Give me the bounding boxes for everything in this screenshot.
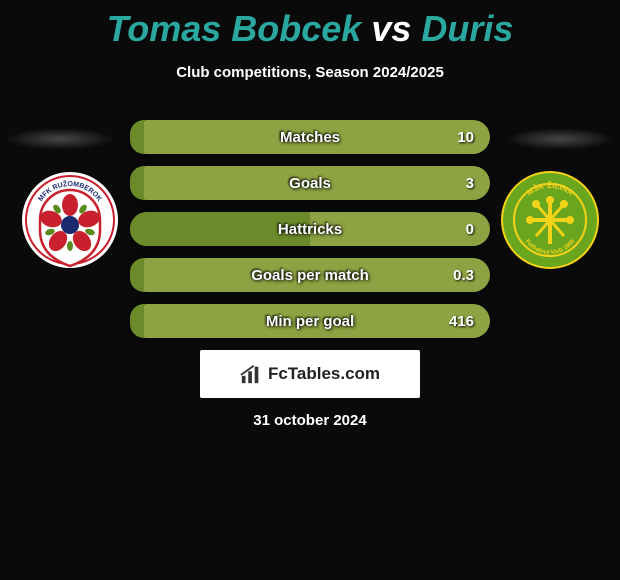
watermark-text: FcTables.com [268, 364, 380, 384]
team-badge-left: MFK RUŽOMBEROK [20, 170, 120, 270]
stat-fill [130, 304, 144, 338]
stat-row-gpm: Goals per match 0.3 [130, 258, 490, 292]
stats-container: Matches 10 Goals 3 Hattricks 0 Goals per… [130, 120, 490, 350]
stat-right-value: 10 [457, 129, 474, 146]
team-badge-right: MŠK ŽILINA Futbalový klub 1908 [500, 170, 600, 270]
stat-label: Hattricks [278, 221, 342, 238]
subtitle: Club competitions, Season 2024/2025 [0, 64, 620, 81]
badge-shadow-left [5, 128, 115, 150]
bar-chart-icon [240, 363, 262, 385]
stat-fill [130, 166, 144, 200]
ruzomberok-crest-icon: MFK RUŽOMBEROK [20, 170, 120, 270]
stat-right-value: 0 [466, 221, 474, 238]
stat-row-matches: Matches 10 [130, 120, 490, 154]
stat-right-value: 0.3 [453, 267, 474, 284]
date-text: 31 october 2024 [0, 412, 620, 429]
stat-right-value: 3 [466, 175, 474, 192]
stat-row-goals: Goals 3 [130, 166, 490, 200]
title-player2: Duris [421, 8, 513, 49]
title-player1: Tomas Bobcek [107, 8, 362, 49]
stat-right-value: 416 [449, 313, 474, 330]
fctables-watermark[interactable]: FcTables.com [200, 350, 420, 398]
title-vs: vs [371, 8, 411, 49]
stat-label: Goals [289, 175, 331, 192]
stat-row-mpg: Min per goal 416 [130, 304, 490, 338]
page-title: Tomas Bobcek vs Duris [0, 0, 620, 50]
stat-label: Goals per match [251, 267, 369, 284]
badge-shadow-right [505, 128, 615, 150]
stat-fill [130, 120, 144, 154]
stat-label: Matches [280, 129, 340, 146]
stat-label: Min per goal [266, 313, 354, 330]
stat-row-hattricks: Hattricks 0 [130, 212, 490, 246]
stat-fill [130, 258, 144, 292]
zilina-crest-icon: MŠK ŽILINA Futbalový klub 1908 [500, 170, 600, 270]
